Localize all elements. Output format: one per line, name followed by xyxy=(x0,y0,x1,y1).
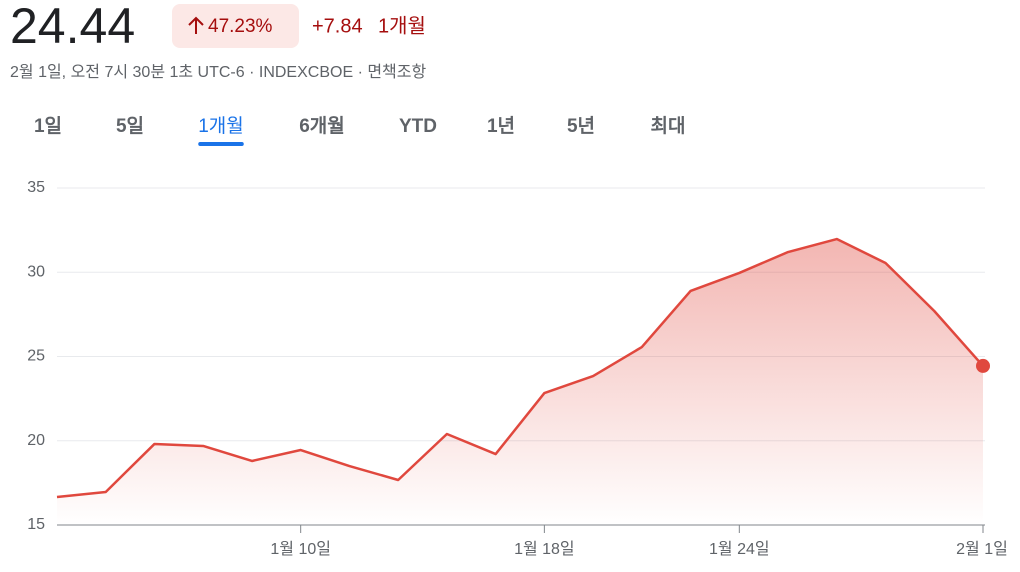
tab[interactable]: 최대 xyxy=(651,115,686,137)
tab[interactable]: 1일 xyxy=(34,115,62,137)
tab[interactable]: 1개월 xyxy=(198,115,244,137)
y-tick-label: 15 xyxy=(27,516,45,533)
tab-bar: 1일 5일 1개월 6개월 YTD 1년 5년 최대 xyxy=(34,115,686,146)
tab-underline xyxy=(198,142,244,146)
tab[interactable]: 1년 xyxy=(487,115,515,137)
last-point xyxy=(976,358,990,373)
y-tick-label: 35 xyxy=(27,179,45,196)
x-tick-label: 1월 10일 xyxy=(270,540,331,558)
x-tick-label: 1월 24일 xyxy=(709,540,770,558)
x-tick-label: 1월 18일 xyxy=(514,540,575,558)
period: 1개월 xyxy=(378,14,426,37)
y-tick-label: 20 xyxy=(27,432,45,449)
line xyxy=(56,237,984,499)
x-tick-label: 2월 1일 xyxy=(956,540,1008,558)
tab[interactable]: 5년 xyxy=(567,115,595,137)
tab[interactable]: 6개월 xyxy=(299,115,345,137)
y-tick-label: 25 xyxy=(27,348,45,365)
area xyxy=(57,239,983,526)
tab[interactable]: YTD xyxy=(399,116,437,137)
change-percent: 47.23% xyxy=(208,16,273,37)
price: 24.44 xyxy=(10,0,135,54)
change: +7.84 xyxy=(312,15,363,37)
subtitle: 2월 1일, 오전 7시 30분 1초 UTC-6 · INDEXCBOE · … xyxy=(10,63,426,81)
up-arrow xyxy=(188,16,204,34)
change-badge xyxy=(172,4,299,48)
y-tick-label: 30 xyxy=(27,263,45,280)
tab[interactable]: 5일 xyxy=(116,115,144,137)
